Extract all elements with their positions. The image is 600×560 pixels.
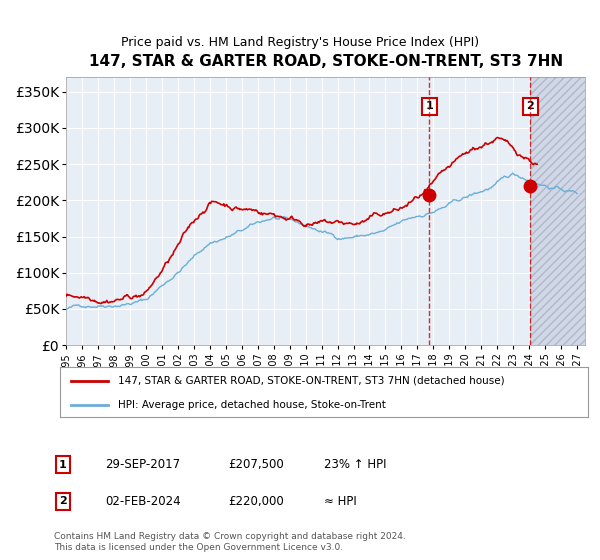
Text: Contains HM Land Registry data © Crown copyright and database right 2024.
This d: Contains HM Land Registry data © Crown c…: [54, 532, 406, 552]
Text: 1: 1: [59, 460, 67, 470]
Bar: [530, 77, 585, 345]
Text: £220,000: £220,000: [228, 494, 284, 508]
Text: £207,500: £207,500: [228, 458, 284, 472]
Text: ≈ HPI: ≈ HPI: [324, 494, 357, 508]
Text: 29-SEP-2017: 29-SEP-2017: [105, 458, 180, 472]
Title: 147, STAR & GARTER ROAD, STOKE-ON-TRENT, ST3 7HN: 147, STAR & GARTER ROAD, STOKE-ON-TRENT,…: [89, 54, 563, 69]
Text: 1: 1: [425, 101, 433, 111]
Text: Price paid vs. HM Land Registry's House Price Index (HPI): Price paid vs. HM Land Registry's House …: [121, 36, 479, 49]
Text: 23% ↑ HPI: 23% ↑ HPI: [324, 458, 386, 472]
Text: HPI: Average price, detached house, Stoke-on-Trent: HPI: Average price, detached house, Stok…: [118, 400, 386, 409]
Text: 2: 2: [59, 496, 67, 506]
Text: 02-FEB-2024: 02-FEB-2024: [105, 494, 181, 508]
Bar: [530, 77, 585, 345]
Text: 147, STAR & GARTER ROAD, STOKE-ON-TRENT, ST3 7HN (detached house): 147, STAR & GARTER ROAD, STOKE-ON-TRENT,…: [118, 376, 505, 386]
Text: 2: 2: [527, 101, 534, 111]
